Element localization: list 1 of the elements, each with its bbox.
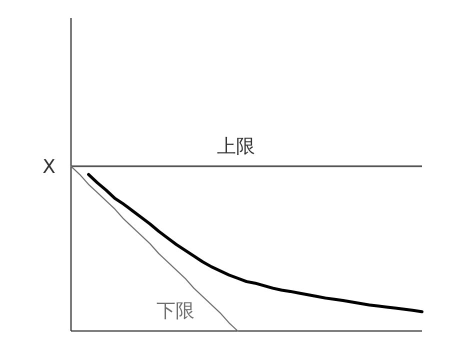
annotation: X [42, 156, 56, 178]
